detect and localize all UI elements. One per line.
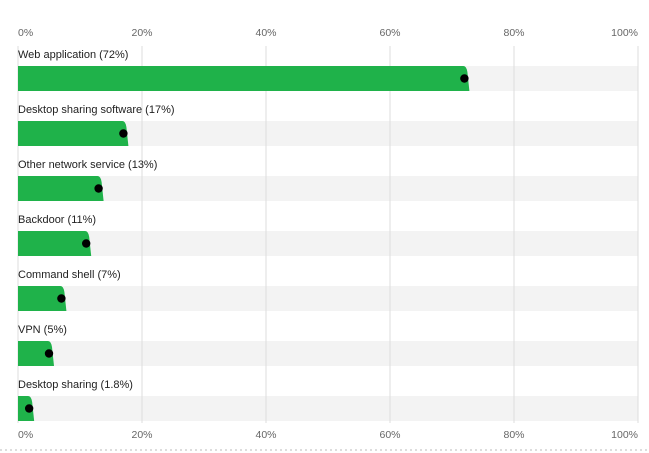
bar-end-dot	[44, 349, 54, 358]
bar-end-dot	[82, 239, 91, 248]
x-tick-label: 20%	[131, 27, 152, 39]
x-tick-label: 0%	[18, 27, 33, 39]
bar-end-dot	[57, 294, 66, 303]
category-label: Desktop sharing software (17%)	[18, 104, 175, 116]
x-tick-label: 100%	[611, 27, 638, 39]
track	[18, 341, 638, 366]
track	[18, 231, 638, 256]
x-tick-label: 80%	[503, 429, 524, 441]
bar-end-dot	[119, 129, 128, 138]
x-tick-label: 20%	[131, 429, 152, 441]
x-tick-label: 60%	[379, 429, 400, 441]
bar	[18, 286, 67, 311]
bar	[18, 121, 129, 146]
x-tick-label: 60%	[379, 27, 400, 39]
bar	[18, 66, 470, 91]
bar-end-dot	[94, 184, 103, 193]
category-label: Backdoor (11%)	[18, 214, 96, 226]
category-label: Other network service (13%)	[18, 159, 157, 171]
bar	[18, 176, 104, 201]
x-tick-label: 80%	[503, 27, 524, 39]
category-label: Command shell (7%)	[18, 269, 121, 281]
bar-end-dot	[460, 74, 469, 83]
x-tick-label: 0%	[18, 429, 33, 441]
track	[18, 396, 638, 421]
x-tick-label: 40%	[255, 429, 276, 441]
track	[18, 176, 638, 201]
category-label: Desktop sharing (1.8%)	[18, 379, 133, 391]
x-tick-label: 40%	[255, 27, 276, 39]
category-label: VPN (5%)	[18, 324, 67, 336]
category-label: Web application (72%)	[18, 49, 128, 61]
bar	[18, 231, 92, 256]
bar-end-dot	[24, 404, 34, 413]
bar	[18, 341, 54, 366]
x-tick-label: 100%	[611, 429, 638, 441]
track	[18, 286, 638, 311]
